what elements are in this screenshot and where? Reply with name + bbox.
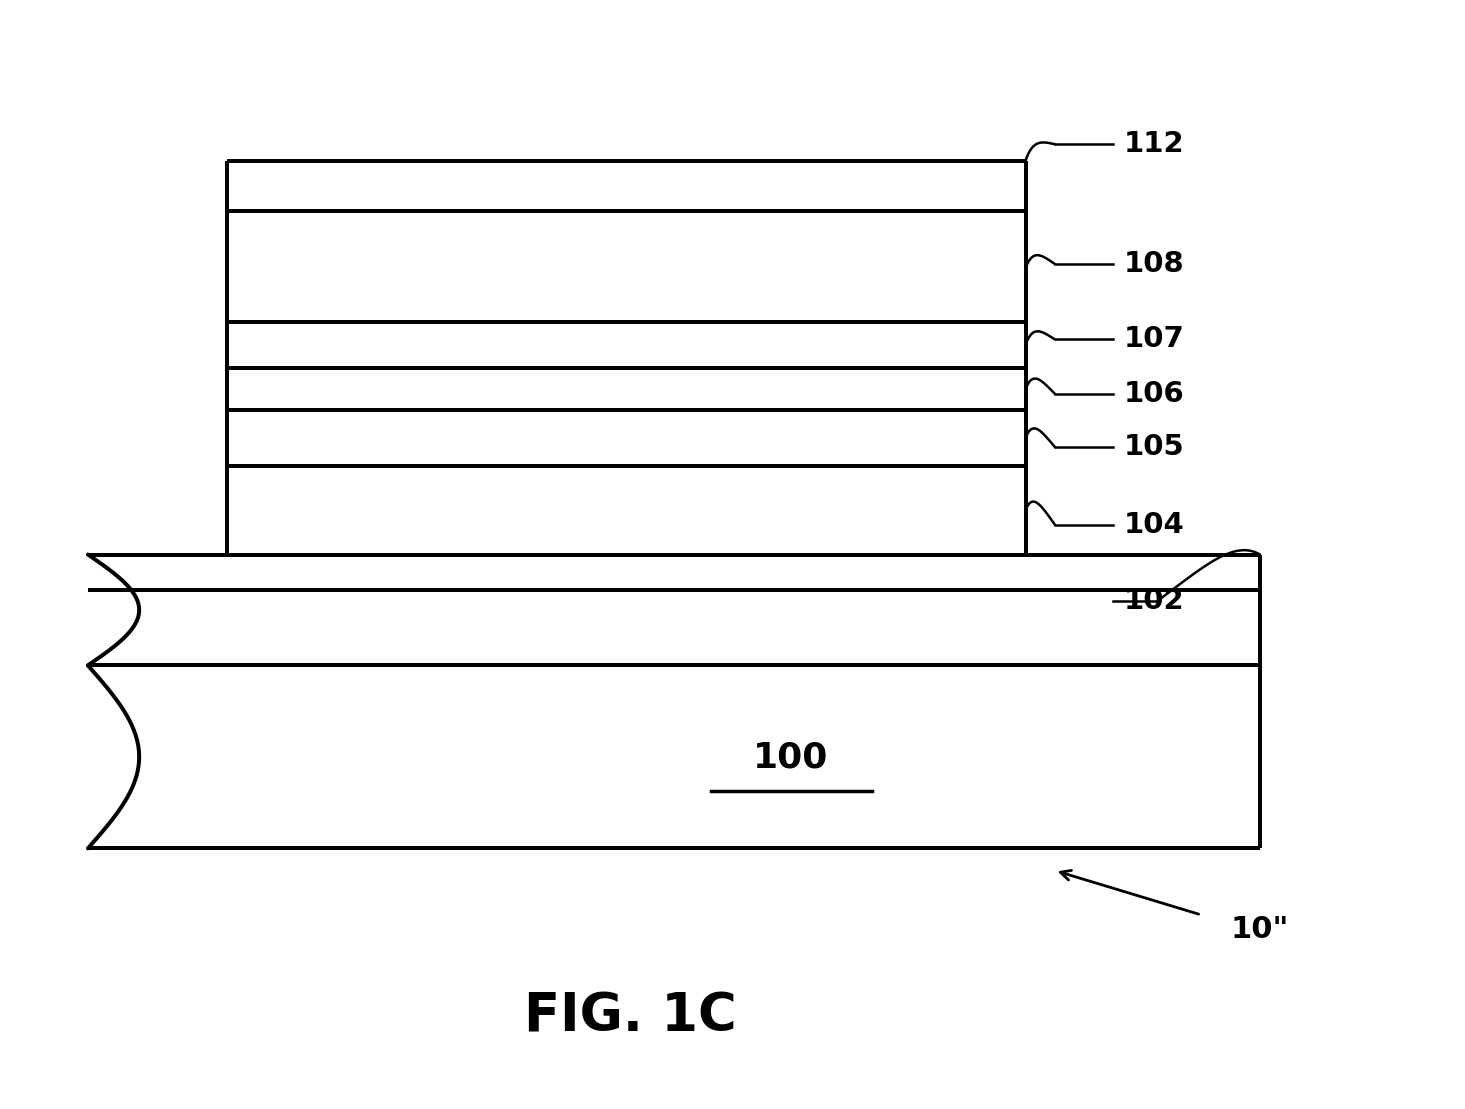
Text: 112: 112 xyxy=(1124,130,1184,159)
Text: 10": 10" xyxy=(1231,915,1289,944)
Text: 107: 107 xyxy=(1124,325,1185,354)
Text: FIG. 1C: FIG. 1C xyxy=(523,990,737,1042)
Text: 102: 102 xyxy=(1124,587,1184,615)
Text: 105: 105 xyxy=(1124,433,1184,461)
Text: 108: 108 xyxy=(1124,250,1184,278)
Text: 100: 100 xyxy=(753,741,829,774)
Text: 106: 106 xyxy=(1124,379,1184,408)
Text: 104: 104 xyxy=(1124,510,1184,539)
